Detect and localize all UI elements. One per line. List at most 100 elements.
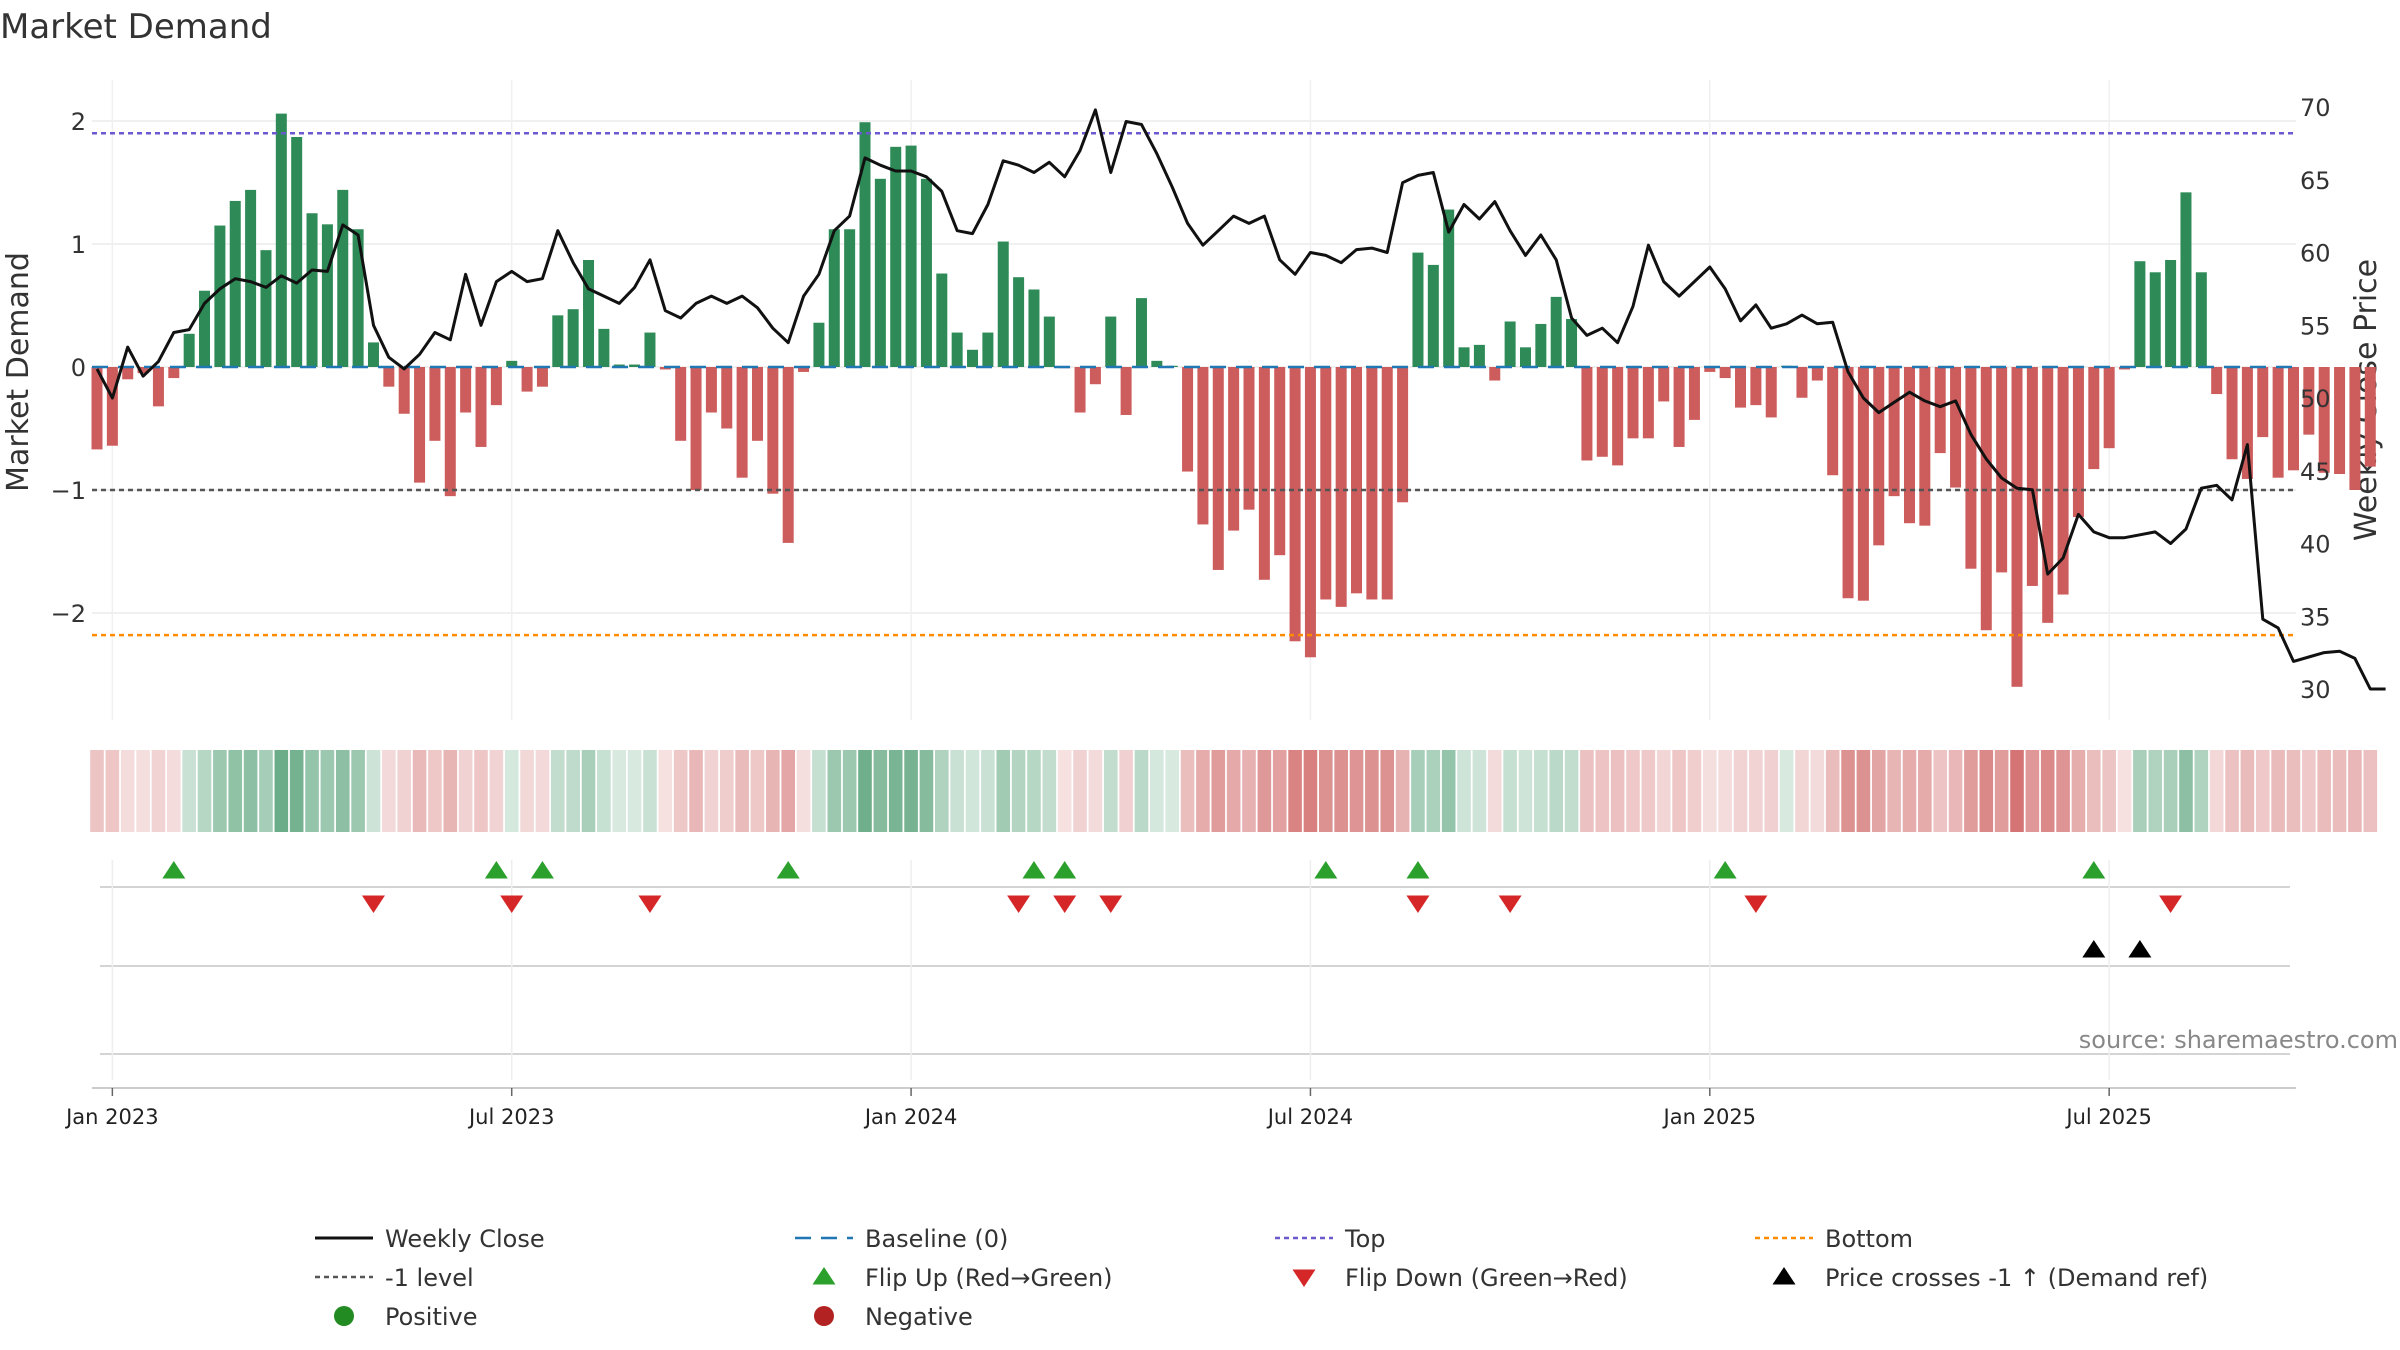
heat-strip-cell xyxy=(520,750,534,832)
demand-bar xyxy=(444,367,456,497)
heat-strip-cell xyxy=(689,750,703,832)
legend-label: Baseline (0) xyxy=(865,1225,1008,1253)
demand-bar xyxy=(1489,367,1501,381)
heat-strip-cell xyxy=(643,750,657,832)
heat-strip-cell xyxy=(735,750,749,832)
heat-strip-cell xyxy=(1749,750,1763,832)
demand-bar xyxy=(690,367,702,490)
left-y-tick-label: 2 xyxy=(71,108,86,136)
legend-label: Price crosses -1 ↑ (Demand ref) xyxy=(1825,1264,2208,1292)
heat-strip-cell xyxy=(243,750,258,832)
flip-down-marker xyxy=(1007,895,1031,913)
heat-strip-cell xyxy=(1011,750,1026,832)
demand-bar xyxy=(1289,367,1301,642)
heat-strip-cell xyxy=(1242,750,1256,832)
demand-bar xyxy=(506,360,518,367)
demand-bar xyxy=(521,367,533,392)
heat-strip-cell xyxy=(1887,750,1901,832)
heat-strip-cell xyxy=(105,750,120,832)
demand-bar xyxy=(890,146,902,367)
legend-item-flip-down: Flip Down (Green→Red) xyxy=(1292,1264,1628,1292)
heat-strip-cell xyxy=(1257,750,1272,832)
legend-label: Flip Down (Green→Red) xyxy=(1345,1264,1628,1292)
heat-strip-cell xyxy=(366,750,381,832)
demand-bar xyxy=(1504,321,1516,367)
heat-strip-cell xyxy=(136,750,150,832)
demand-bar xyxy=(1873,367,1885,546)
demand-bar xyxy=(1197,367,1209,525)
heat-strip-cell xyxy=(90,750,104,832)
demand-bar xyxy=(567,309,579,367)
demand-bar xyxy=(383,367,395,387)
heat-strip-cell xyxy=(658,750,673,832)
heat-strip-cell xyxy=(1211,750,1226,832)
heat-strip-cell xyxy=(151,750,166,832)
right-y-tick-label: 55 xyxy=(2300,312,2331,340)
heat-strip-cell xyxy=(474,750,488,832)
right-y-tick-label: 35 xyxy=(2300,603,2331,631)
heat-strip-cell xyxy=(1810,750,1825,832)
heat-strip-cell xyxy=(1626,750,1640,832)
left-y-axis-label: Market Demand xyxy=(1,252,36,492)
demand-bar xyxy=(367,342,379,367)
heat-strip-cell xyxy=(1856,750,1871,832)
heat-strip-cell xyxy=(1518,750,1533,832)
heat-strip-cell xyxy=(904,750,918,832)
demand-bar xyxy=(2287,367,2299,471)
heat-strip-cell xyxy=(2179,750,2193,832)
heat-strip-cell xyxy=(766,750,780,832)
heat-strip-cell xyxy=(812,750,826,832)
heat-strip-cell xyxy=(2225,750,2239,832)
heat-strip-cell xyxy=(1795,750,1809,832)
flip-down-marker xyxy=(638,895,662,913)
demand-bar xyxy=(2272,367,2284,478)
heat-strip-cell xyxy=(581,750,596,832)
heat-strip-cell xyxy=(1165,750,1179,832)
heat-strip-cell xyxy=(1119,750,1133,832)
heat-strip-cell xyxy=(566,750,580,832)
heat-strip-cell xyxy=(704,750,719,832)
heat-strip-cell xyxy=(842,750,857,832)
demand-bar xyxy=(352,229,364,367)
flip-down-marker xyxy=(1744,895,1768,913)
legend-item-negative: Negative xyxy=(814,1303,973,1331)
demand-bar xyxy=(229,200,241,367)
demand-bar xyxy=(967,349,979,367)
demand-bar xyxy=(1443,209,1455,367)
heat-strip-cell xyxy=(1134,750,1149,832)
heat-strip-cell xyxy=(1057,750,1072,832)
flip-down-marker xyxy=(1498,895,1522,913)
right-y-tick-label: 60 xyxy=(2300,240,2331,268)
demand-bar xyxy=(1366,367,1378,600)
demand-bar xyxy=(2149,272,2161,367)
demand-bar xyxy=(2364,367,2376,467)
heat-strip-cell xyxy=(1027,750,1041,832)
demand-bar xyxy=(1903,367,1915,524)
demand-bar xyxy=(2349,367,2361,490)
heat-strip-cell xyxy=(1595,750,1610,832)
demand-bar xyxy=(1658,367,1670,402)
demand-bar xyxy=(936,273,948,367)
heat-strip-cell xyxy=(1487,750,1502,832)
demand-bar xyxy=(1105,316,1117,367)
demand-bar xyxy=(1688,367,1700,420)
heat-strip-cell xyxy=(2071,750,2086,832)
heat-strip-cell xyxy=(2209,750,2224,832)
heat-strip-cell xyxy=(888,750,903,832)
heat-strip-cell xyxy=(1042,750,1057,832)
legend-item-baseline: Baseline (0) xyxy=(795,1225,1008,1253)
demand-bar xyxy=(2134,261,2146,367)
heat-strip-cell xyxy=(1641,750,1656,832)
heat-strip-cell xyxy=(919,750,934,832)
heat-strip-cell xyxy=(213,750,227,832)
demand-bar xyxy=(1519,347,1531,367)
legend-item-top: Top xyxy=(1275,1225,1386,1253)
demand-bar xyxy=(705,367,717,413)
flip-up-marker xyxy=(1713,861,1737,879)
heat-strip-cell xyxy=(1349,750,1364,832)
demand-bar xyxy=(1980,367,1992,631)
heat-strip-cell xyxy=(1180,750,1195,832)
heat-strip-cell xyxy=(1272,750,1287,832)
flip-down-marker xyxy=(500,895,524,913)
demand-bar xyxy=(951,332,963,367)
